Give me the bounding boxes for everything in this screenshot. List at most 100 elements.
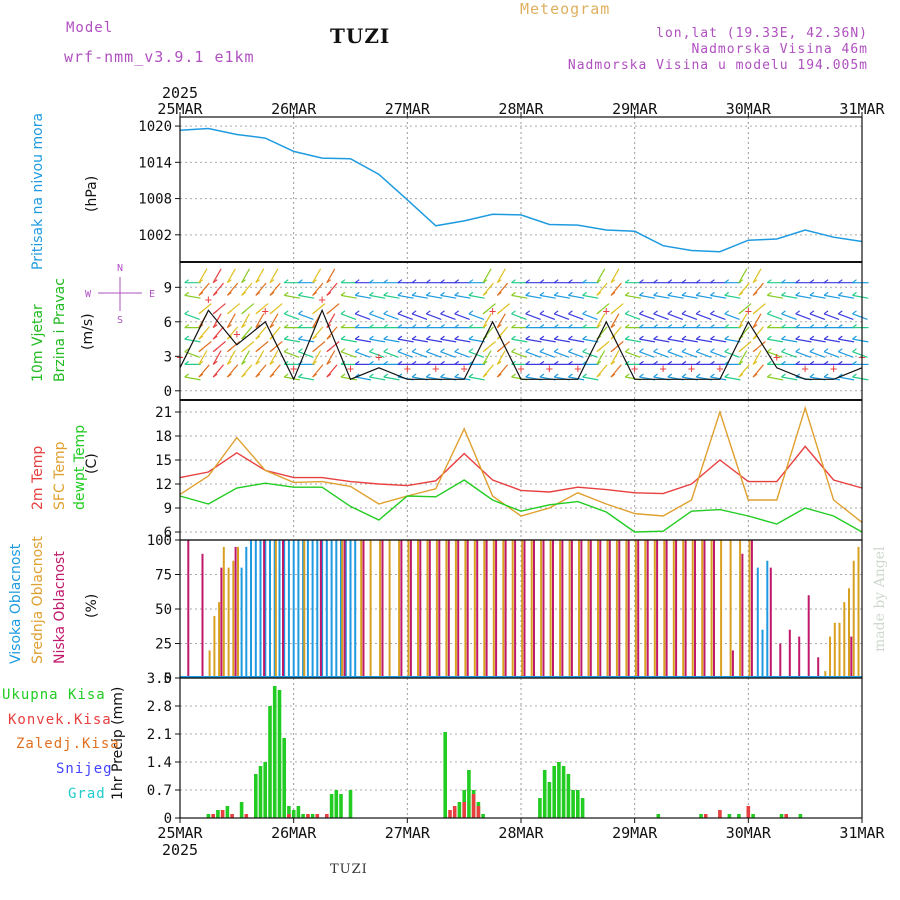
wind-arrow <box>198 268 208 283</box>
y-tick-label: 0.7 <box>147 783 172 799</box>
wind-arrow-head <box>425 373 431 378</box>
wind-arrow-head <box>354 310 360 315</box>
x-label-bottom: 26MAR <box>271 824 317 842</box>
wind-arrow-head <box>255 373 261 378</box>
wind-arrow <box>795 351 811 358</box>
precip-total-bar <box>727 814 732 818</box>
wind-arrow <box>795 294 812 299</box>
wind-arrow <box>369 338 386 343</box>
precip-total-bar <box>334 790 339 818</box>
precip-total-bar <box>699 814 703 818</box>
wind-arrow-head <box>411 310 417 315</box>
wind-arrows <box>184 268 869 381</box>
wind-arrow-head <box>624 310 630 315</box>
wind-arrow <box>397 338 414 343</box>
wind-arrow <box>596 268 606 283</box>
wind-arrow <box>411 313 428 320</box>
precip-total-bar <box>329 794 334 818</box>
wind-arrow <box>454 294 471 299</box>
wind-arrow-head <box>241 360 246 365</box>
wind-gust-mark: + <box>517 361 524 375</box>
wind-arrow <box>241 282 253 296</box>
wind-arrow <box>838 376 855 381</box>
wind-arrow <box>298 294 315 299</box>
wind-arrow <box>696 294 713 299</box>
wind-arrow-head <box>212 291 218 296</box>
wind-arrow-head <box>837 310 843 315</box>
precip-total-bar <box>737 814 741 818</box>
wind-arrow-head <box>425 324 431 329</box>
wind-arrow-head <box>198 373 204 378</box>
wind-arrow <box>823 313 840 320</box>
wind-arrow-head <box>227 324 232 329</box>
wind-arrow-head <box>511 291 516 296</box>
precip-conv-bar <box>287 814 291 818</box>
wind-arrow-head <box>795 310 801 315</box>
wind-arrow <box>823 294 841 299</box>
wind-arrow <box>482 350 492 365</box>
wind-arrow <box>823 351 840 358</box>
wind-arrow-head <box>781 348 786 353</box>
wind-arrow-head <box>326 373 332 378</box>
wind-arrow <box>269 282 281 296</box>
wind-arrow-head <box>752 324 758 329</box>
wind-arrow <box>610 313 620 328</box>
wind-arrow-head <box>269 324 275 329</box>
wind-arrow <box>255 326 267 340</box>
wind-arrow-head <box>795 348 801 353</box>
wind-arrow <box>568 313 584 320</box>
wind-arrow-head <box>212 335 218 340</box>
compass-e: E <box>149 289 155 300</box>
wind-arrow-head <box>511 324 516 329</box>
wind-arrow <box>454 313 470 320</box>
wind-arrow <box>681 338 698 343</box>
wind-arrow <box>724 338 741 343</box>
wind-arrow-head <box>681 360 687 365</box>
wind-arrow-head <box>539 279 545 284</box>
wind-arrow-head <box>653 373 658 378</box>
wind-arrow <box>355 338 372 343</box>
wind-arrow-head <box>596 324 602 329</box>
wind-arrow <box>724 376 741 381</box>
wind-arrow-head <box>568 324 573 329</box>
wind-arrow-head <box>326 291 332 296</box>
wind-arrow <box>440 351 456 358</box>
wind-arrow-head <box>227 310 232 315</box>
wind-arrow-head <box>255 310 261 315</box>
wind-arrow <box>369 376 386 381</box>
wind-arrow <box>539 294 556 299</box>
wind-arrow-head <box>184 360 190 365</box>
y-tick-label: 100 <box>147 533 172 549</box>
wind-arrow-head <box>354 291 360 296</box>
wind-arrow-head <box>269 348 275 353</box>
precip-conv-bar <box>220 810 225 818</box>
wind-arrow-head <box>795 373 801 378</box>
wind-arrow-head <box>525 324 531 329</box>
compass-s: S <box>117 315 123 326</box>
wind-arrow-head <box>681 373 687 378</box>
wind-arrow <box>838 338 855 343</box>
wind-arrow <box>781 376 798 381</box>
precip-conv-bar <box>784 814 788 818</box>
precip-total-bar <box>348 790 353 818</box>
wind-arrow <box>241 313 251 328</box>
wind-arrow-head <box>227 348 232 353</box>
wind-arrow-head <box>653 324 658 329</box>
wind-arrow <box>340 376 357 381</box>
wind-arrow-head <box>283 335 289 340</box>
wind-arrow-head <box>454 291 460 296</box>
y-tick-label: 0 <box>164 384 172 400</box>
wind-arrow-head <box>482 291 488 296</box>
wind-arrow-head <box>752 348 758 353</box>
wind-arrow-head <box>852 291 857 296</box>
wind-arrow-head <box>468 335 474 340</box>
wind-arrow-head <box>582 335 587 340</box>
x-label-top: 28MAR <box>498 100 544 118</box>
wind-arrow-head <box>568 348 573 353</box>
x-label-bottom: 28MAR <box>498 824 544 842</box>
wind-arrow <box>781 338 798 343</box>
wind-arrow-head <box>539 291 545 296</box>
wind-arrow <box>383 294 400 299</box>
wind-arrow-head <box>397 324 403 329</box>
wind-arrow <box>681 294 698 299</box>
